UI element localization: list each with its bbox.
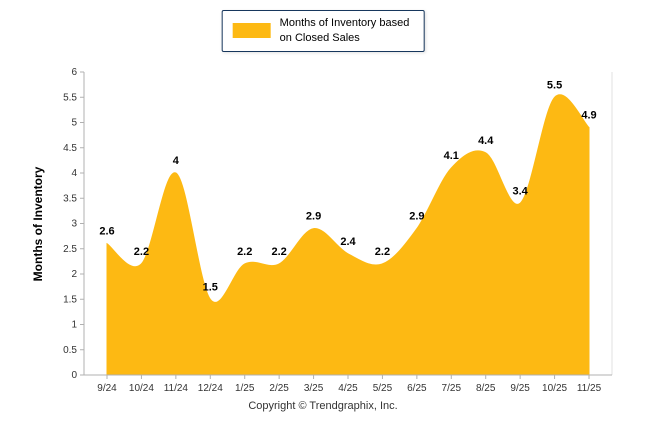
copyright-text: Copyright © Trendgraphix, Inc. (248, 400, 398, 412)
y-tick-label: 2 (71, 269, 77, 280)
value-label: 4 (173, 155, 180, 167)
value-label: 4.4 (478, 135, 494, 147)
legend: Months of Inventory based on Closed Sale… (221, 10, 425, 52)
y-tick-label: 1.5 (63, 294, 77, 305)
y-tick-label: 0.5 (63, 345, 77, 356)
x-tick-label: 8/25 (476, 383, 496, 394)
value-label: 4.1 (444, 150, 459, 162)
x-tick-label: 10/24 (129, 383, 154, 394)
x-tick-label: 11/25 (577, 383, 602, 394)
y-tick-label: 6 (71, 67, 77, 78)
value-label: 2.2 (271, 246, 286, 258)
value-label: 4.9 (581, 110, 596, 122)
y-tick-label: 1 (71, 320, 77, 331)
y-tick-label: 5.5 (63, 92, 77, 103)
legend-label: Months of Inventory based on Closed Sale… (280, 16, 410, 46)
y-axis-title: Months of Inventory (31, 166, 45, 282)
value-label: 3.4 (512, 185, 528, 197)
value-label: 2.9 (409, 211, 424, 223)
y-tick-label: 4.5 (63, 143, 77, 154)
y-tick-label: 3.5 (63, 193, 77, 204)
value-label: 5.5 (547, 79, 562, 91)
value-label: 2.4 (340, 236, 356, 248)
value-label: 2.2 (237, 246, 252, 258)
legend-label-line1: Months of Inventory based (279, 17, 410, 29)
y-tick-label: 5 (71, 118, 77, 129)
legend-swatch (232, 23, 271, 39)
x-tick-label: 9/24 (97, 383, 117, 394)
value-label: 1.5 (203, 281, 218, 293)
y-tick-label: 4 (71, 168, 77, 179)
x-tick-label: 3/25 (304, 383, 324, 394)
x-tick-label: 12/24 (198, 383, 223, 394)
x-tick-label: 6/25 (407, 383, 427, 394)
value-label: 2.9 (306, 211, 321, 223)
x-tick-label: 10/25 (542, 383, 567, 394)
x-tick-label: 9/25 (510, 383, 530, 394)
y-tick-label: 0 (71, 370, 77, 381)
x-tick-label: 5/25 (373, 383, 393, 394)
y-tick-label: 2.5 (63, 244, 77, 255)
x-tick-label: 7/25 (442, 383, 462, 394)
y-tick-label: 3 (71, 219, 77, 230)
value-label: 2.2 (375, 246, 390, 258)
x-tick-label: 4/25 (338, 383, 358, 394)
x-tick-label: 2/25 (269, 383, 289, 394)
x-tick-label: 11/24 (164, 383, 189, 394)
x-tick-label: 1/25 (235, 383, 255, 394)
value-label: 2.2 (134, 246, 149, 258)
legend-label-line2: on Closed Sales (279, 31, 360, 44)
value-label: 2.6 (99, 226, 114, 238)
area-fill (106, 94, 590, 376)
